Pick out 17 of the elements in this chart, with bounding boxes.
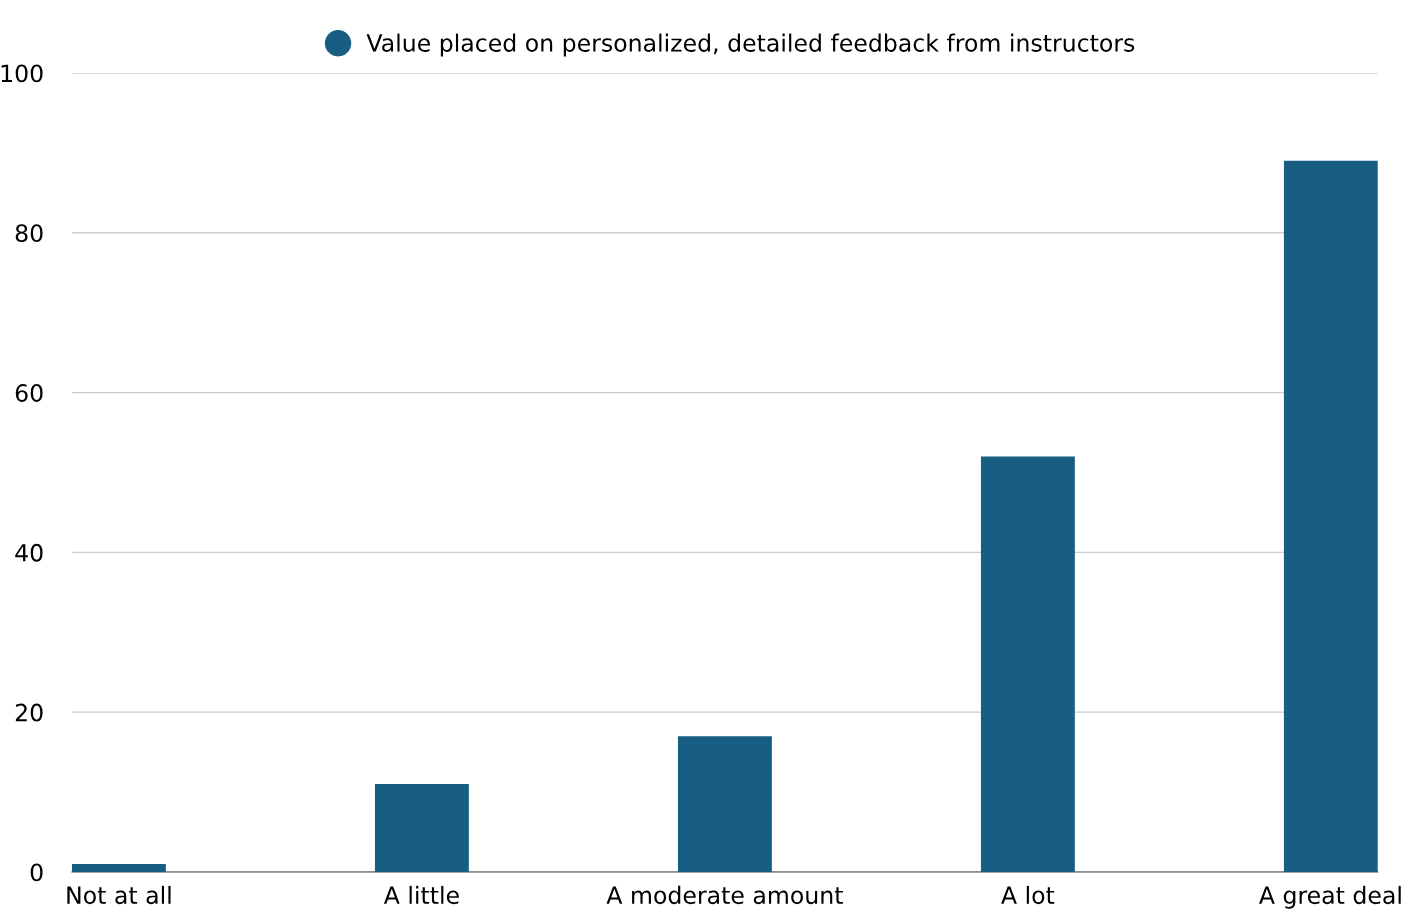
bar — [677, 736, 772, 872]
x-tick-label: Not at all — [67, 885, 171, 905]
legend-label: Value placed on personalized, detailed feedback from instructors — [366, 33, 1135, 57]
x-tick-label: A great deal — [1259, 885, 1401, 909]
y-tick-label: 20 — [15, 703, 43, 722]
y-tick-label: 100 — [1, 64, 43, 83]
x-tick-label: A moderate amount — [606, 885, 843, 905]
bar — [71, 863, 166, 872]
y-tick-label: 0 — [30, 863, 43, 882]
bar — [374, 784, 469, 872]
y-tick-label: 40 — [15, 543, 43, 562]
bar — [980, 456, 1075, 872]
y-tick-label: 80 — [15, 224, 43, 243]
bar — [1283, 160, 1378, 872]
x-tick-label: A little — [383, 885, 459, 905]
x-tick-label: A lot — [1001, 885, 1055, 905]
y-tick-label: 60 — [15, 384, 43, 402]
